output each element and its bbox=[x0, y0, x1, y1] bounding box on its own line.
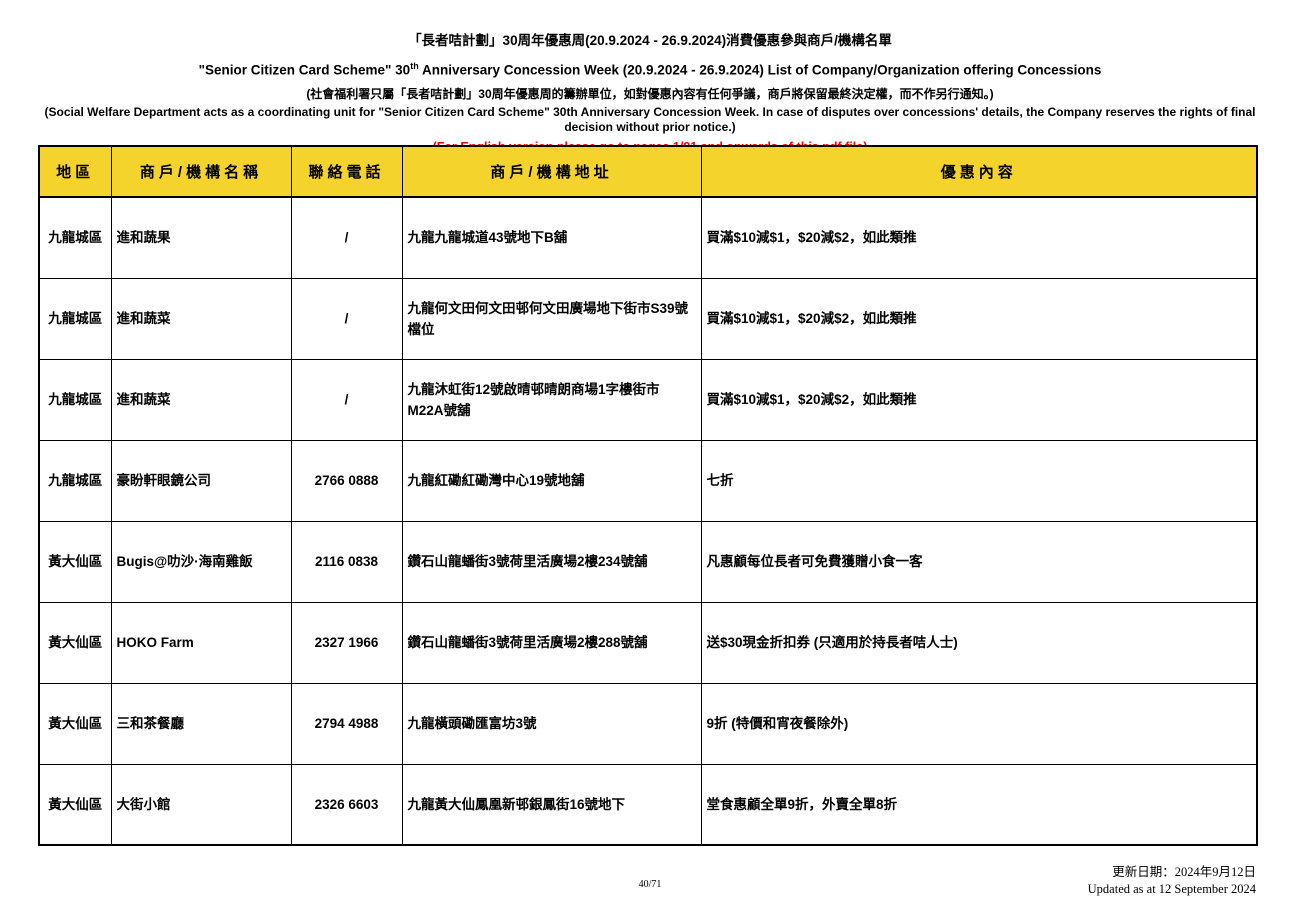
cell-offer: 買滿$10減$1，$20減$2，如此類推 bbox=[700, 358, 1258, 441]
table-row: 黃大仙區 Bugis@叻沙·海南雞飯 2116 0838 鑽石山龍蟠街3號荷里活… bbox=[38, 520, 1258, 603]
cell-address: 九龍紅磡紅磡灣中心19號地舖 bbox=[401, 439, 702, 522]
column-header-phone: 聯絡電話 bbox=[290, 145, 403, 198]
page-title-en-post: Anniversary Concession Week (20.9.2024 -… bbox=[418, 62, 1102, 78]
cell-offer: 買滿$10減$1，$20減$2，如此類推 bbox=[700, 277, 1258, 360]
update-date-zh: 更新日期：2024年9月12日 bbox=[1112, 865, 1256, 879]
table-row: 九龍城區 進和蔬菜 / 九龍沐虹街12號啟晴邨晴朗商場1字樓街市M22A號舖 買… bbox=[38, 358, 1258, 441]
cell-phone: / bbox=[290, 277, 403, 360]
column-header-offer: 優惠內容 bbox=[700, 145, 1258, 198]
cell-district: 黃大仙區 bbox=[38, 601, 112, 684]
table-header-row: 地區 商戶/機構名稱 聯絡電話 商戶/機構地址 優惠內容 bbox=[38, 145, 1258, 198]
document-header: 「長者咭計劃」30周年優惠周(20.9.2024 - 26.9.2024)消費優… bbox=[40, 33, 1260, 155]
cell-offer: 送$30現金折扣券 (只適用於持長者咭人士) bbox=[700, 601, 1258, 684]
cell-name: HOKO Farm bbox=[110, 601, 292, 684]
table-row: 九龍城區 進和蔬菜 / 九龍何文田何文田邨何文田廣場地下街市S39號檔位 買滿$… bbox=[38, 277, 1258, 360]
cell-offer: 買滿$10減$1，$20減$2，如此類推 bbox=[700, 196, 1258, 279]
table-row: 黃大仙區 三和茶餐廳 2794 4988 九龍橫頭磡匯富坊3號 9折 (特價和宵… bbox=[38, 682, 1258, 765]
cell-phone: / bbox=[290, 358, 403, 441]
cell-phone: / bbox=[290, 196, 403, 279]
update-date-en: Updated as at 12 September 2024 bbox=[1087, 882, 1256, 896]
page-title-en-superscript: th bbox=[410, 61, 419, 71]
page-number: 40/71 bbox=[638, 879, 662, 890]
cell-name: 進和蔬菜 bbox=[110, 358, 292, 441]
update-date: 更新日期：2024年9月12日 Updated as at 12 Septemb… bbox=[1088, 864, 1256, 898]
cell-phone: 2794 4988 bbox=[290, 682, 403, 765]
cell-district: 九龍城區 bbox=[38, 196, 112, 279]
cell-address: 鑽石山龍蟠街3號荷里活廣場2樓288號舖 bbox=[401, 601, 702, 684]
cell-name: 進和蔬菜 bbox=[110, 277, 292, 360]
cell-name: Bugis@叻沙·海南雞飯 bbox=[110, 520, 292, 603]
table-row: 九龍城區 豪盼軒眼鏡公司 2766 0888 九龍紅磡紅磡灣中心19號地舖 七折 bbox=[38, 439, 1258, 522]
cell-address: 九龍黃大仙鳳凰新邨銀鳳街16號地下 bbox=[401, 763, 702, 846]
cell-offer: 9折 (特價和宵夜餐除外) bbox=[700, 682, 1258, 765]
cell-name: 進和蔬果 bbox=[110, 196, 292, 279]
cell-offer: 凡惠顧每位長者可免費獲贈小食一客 bbox=[700, 520, 1258, 603]
table-row: 九龍城區 進和蔬果 / 九龍九龍城道43號地下B舖 買滿$10減$1，$20減$… bbox=[38, 196, 1258, 279]
cell-offer: 七折 bbox=[700, 439, 1258, 522]
cell-district: 九龍城區 bbox=[38, 358, 112, 441]
cell-district: 九龍城區 bbox=[38, 439, 112, 522]
page-title-en: "Senior Citizen Card Scheme" 30th Annive… bbox=[40, 58, 1260, 79]
column-header-district: 地區 bbox=[38, 145, 112, 198]
cell-name: 豪盼軒眼鏡公司 bbox=[110, 439, 292, 522]
cell-address: 九龍橫頭磡匯富坊3號 bbox=[401, 682, 702, 765]
cell-phone: 2327 1966 bbox=[290, 601, 403, 684]
cell-district: 黃大仙區 bbox=[38, 520, 112, 603]
cell-phone: 2116 0838 bbox=[290, 520, 403, 603]
cell-address: 九龍何文田何文田邨何文田廣場地下街市S39號檔位 bbox=[401, 277, 702, 360]
cell-district: 九龍城區 bbox=[38, 277, 112, 360]
table-row: 黃大仙區 大街小館 2326 6603 九龍黃大仙鳳凰新邨銀鳳街16號地下 堂食… bbox=[38, 763, 1258, 846]
disclaimer-en: (Social Welfare Department acts as a coo… bbox=[44, 104, 1256, 134]
cell-district: 黃大仙區 bbox=[38, 763, 112, 846]
cell-offer: 堂食惠顧全單9折，外賣全單8折 bbox=[700, 763, 1258, 846]
cell-phone: 2326 6603 bbox=[290, 763, 403, 846]
disclaimer-zh: (社會福利署只屬「長者咭計劃」30周年優惠周的籌辦單位，如對優惠內容有任何爭議，… bbox=[306, 86, 994, 101]
cell-name: 三和茶餐廳 bbox=[110, 682, 292, 765]
cell-address: 鑽石山龍蟠街3號荷里活廣場2樓234號舖 bbox=[401, 520, 702, 603]
cell-district: 黃大仙區 bbox=[38, 682, 112, 765]
page-title-en-pre: "Senior Citizen Card Scheme" 30 bbox=[198, 62, 411, 78]
cell-address: 九龍九龍城道43號地下B舖 bbox=[401, 196, 702, 279]
cell-phone: 2766 0888 bbox=[290, 439, 403, 522]
column-header-name: 商戶/機構名稱 bbox=[110, 145, 292, 198]
cell-name: 大街小館 bbox=[110, 763, 292, 846]
page-title-zh: 「長者咭計劃」30周年優惠周(20.9.2024 - 26.9.2024)消費優… bbox=[408, 33, 892, 48]
table-row: 黃大仙區 HOKO Farm 2327 1966 鑽石山龍蟠街3號荷里活廣場2樓… bbox=[38, 601, 1258, 684]
cell-address: 九龍沐虹街12號啟晴邨晴朗商場1字樓街市M22A號舖 bbox=[401, 358, 702, 441]
concession-table: 地區 商戶/機構名稱 聯絡電話 商戶/機構地址 優惠內容 九龍城區 進和蔬果 /… bbox=[38, 145, 1258, 846]
column-header-address: 商戶/機構地址 bbox=[401, 145, 702, 198]
